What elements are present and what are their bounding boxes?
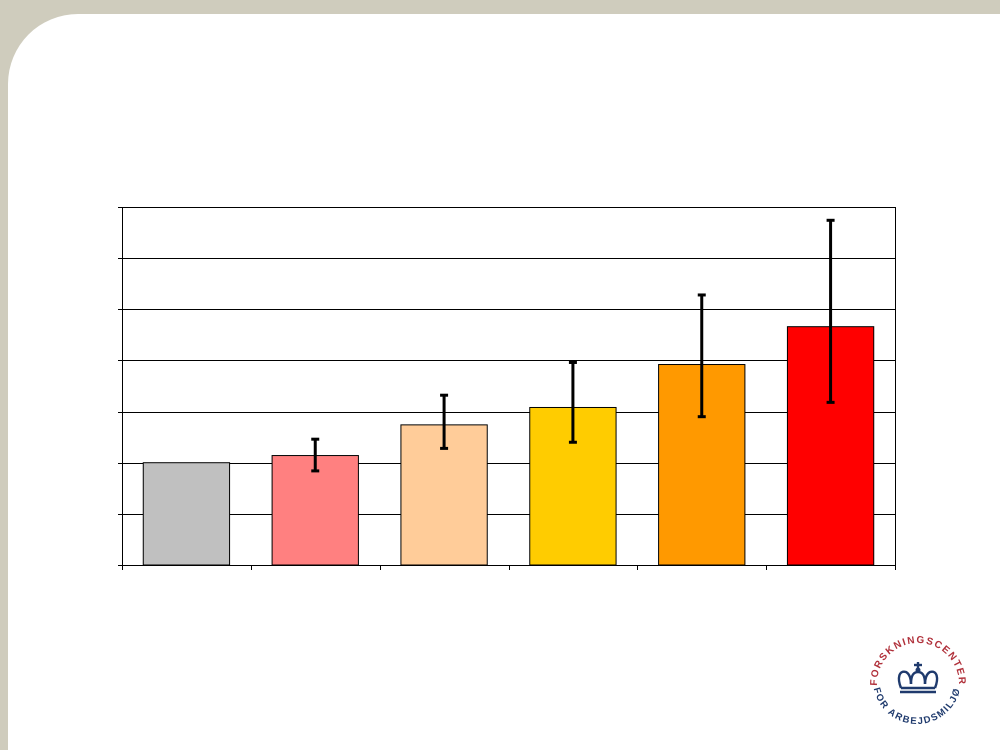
crown-orb-icon [915,667,921,673]
axis-layer [118,207,896,570]
bars-layer [142,326,875,566]
slide-background: FORSKNINGSCENTER FOR ARBEJDSMILJØ [8,14,1000,750]
error-bars-layer [311,218,835,473]
bar-0 [142,462,231,566]
logo-text-top: FORSKNINGSCENTER [869,635,967,686]
crown-seal-logo: FORSKNINGSCENTER FOR ARBEJDSMILJØ [869,635,967,727]
bar-chart [118,207,896,570]
crown-icon [897,662,939,694]
grid-layer [122,207,895,515]
